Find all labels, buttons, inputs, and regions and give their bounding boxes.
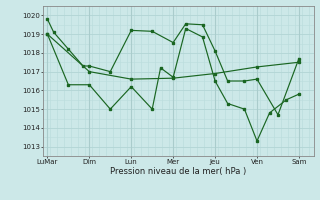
X-axis label: Pression niveau de la mer( hPa ): Pression niveau de la mer( hPa ) [110, 167, 246, 176]
